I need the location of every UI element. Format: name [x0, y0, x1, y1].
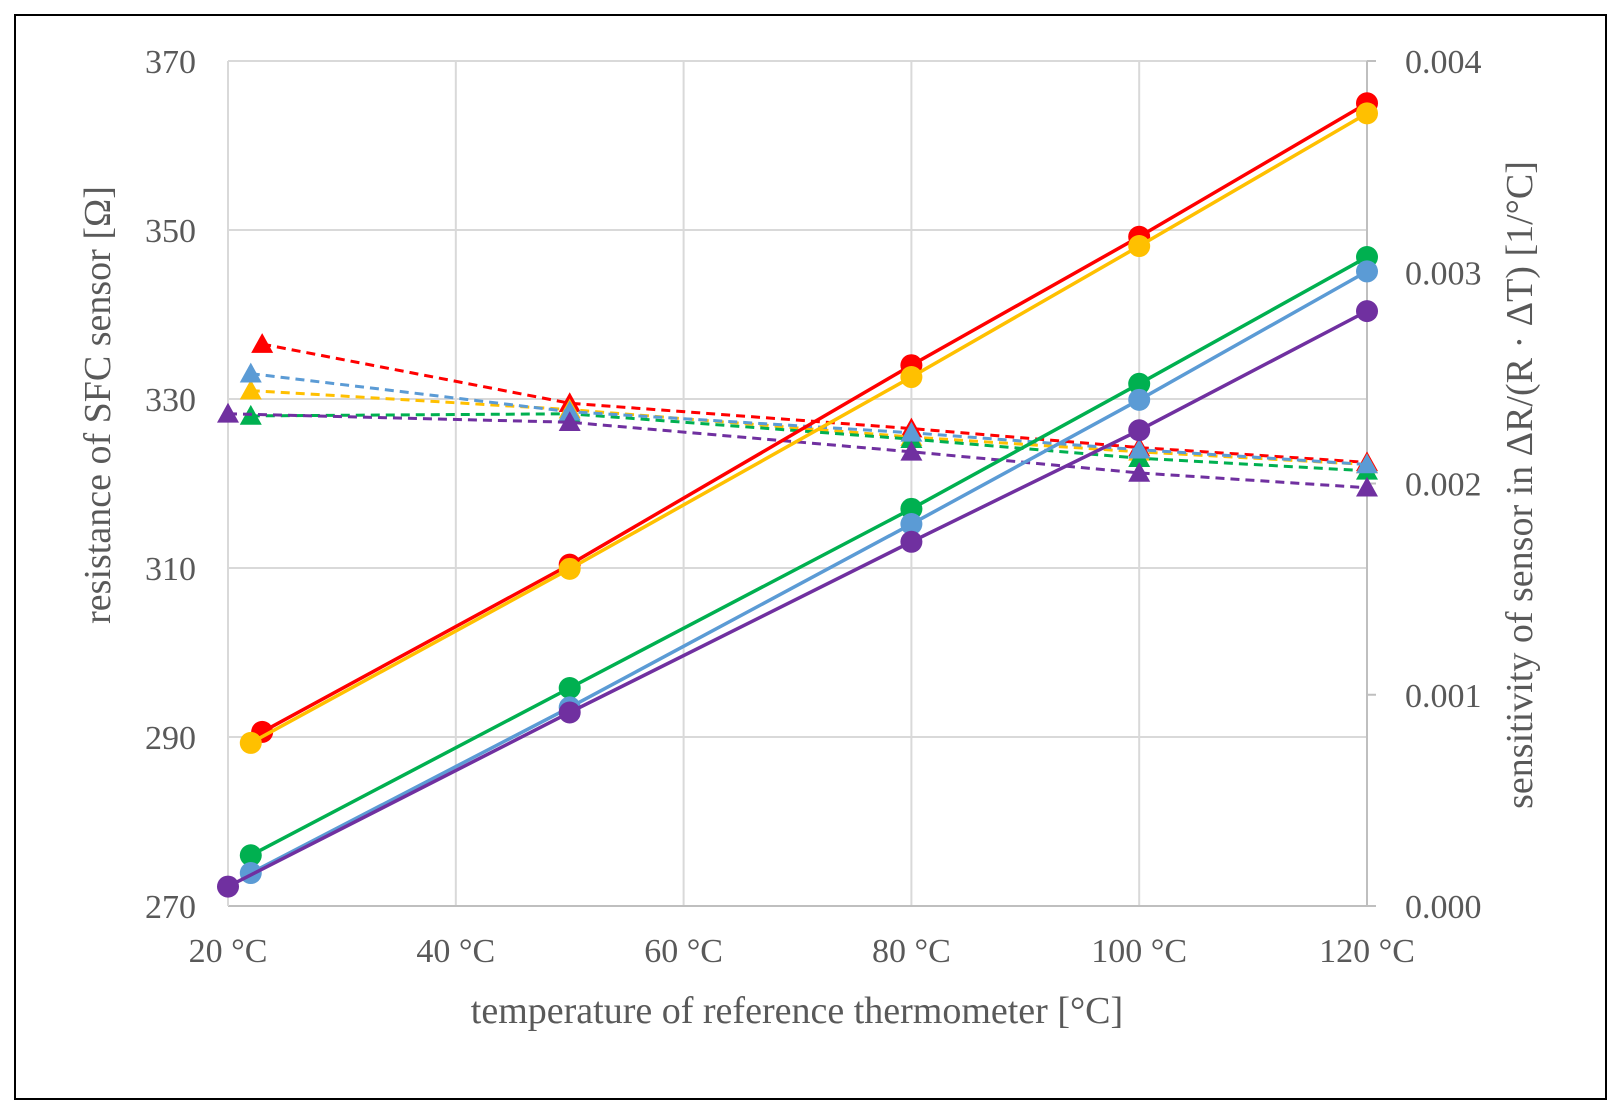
axes [227, 60, 1376, 907]
sensitivity-marker-blue [1356, 453, 1378, 474]
sensitivity-line-blue [250, 372, 1368, 466]
resistance-marker-purple [1356, 300, 1378, 323]
sensitivity-marker-blue [1128, 438, 1151, 459]
sensitivity-marker-purple [900, 440, 923, 461]
resistance-marker-purple [217, 875, 239, 898]
x-axis-title: temperature of reference thermometer [°C… [471, 990, 1123, 1032]
y2-tick-label: 0.003 [1405, 255, 1482, 292]
sensitivity-line-green [250, 412, 1368, 473]
resistance-marker-blue [900, 513, 923, 536]
resistance-marker-green [239, 844, 262, 867]
sensitivity-marker-blue [900, 421, 923, 442]
sensitivity-marker-purple [217, 402, 239, 423]
sensitivity-marker-purple [1356, 476, 1378, 497]
resistance-marker-yellow [1356, 102, 1378, 125]
resistance-marker-yellow [558, 557, 581, 580]
y2-tick-label: 0.001 [1405, 678, 1482, 715]
chart-frame [14, 14, 1607, 1100]
resistance-marker-yellow [900, 366, 923, 389]
resistance-marker-green [900, 497, 923, 520]
resistance-marker-purple [1128, 419, 1151, 442]
x-tick-label: 20 °C [189, 933, 268, 970]
x-tick-label: 100 °C [1091, 933, 1187, 970]
y2-tick-label: 0.004 [1405, 44, 1482, 81]
x-tick-label: 60 °C [644, 933, 723, 970]
x-tick-label: 40 °C [416, 933, 495, 970]
y-tick-label: 330 [145, 382, 196, 419]
sensitivity-marker-red [251, 333, 274, 353]
resistance-marker-purple [900, 530, 923, 553]
sensitivity-line-red [261, 342, 1368, 464]
resistance-marker-green [558, 676, 581, 699]
y2-tick-label: 0.002 [1405, 467, 1482, 504]
resistance-line-purple [227, 309, 1368, 889]
resistance-marker-yellow [1128, 235, 1151, 258]
sensitivity-marker-yellow [239, 379, 262, 400]
resistance-marker-blue [1356, 260, 1378, 283]
resistance-marker-purple [558, 701, 581, 724]
resistance-marker-green [1128, 372, 1151, 395]
y2-axis-title: sensitivity of sensor in ΔR/(R · ΔT) [1/… [1499, 161, 1541, 809]
sensitivity-marker-blue [558, 400, 581, 421]
sensitivity-line-purple [227, 412, 1368, 490]
resistance-marker-yellow [239, 731, 262, 754]
y-tick-label: 290 [145, 720, 196, 757]
x-tick-label: 80 °C [872, 933, 951, 970]
resistance-series [217, 92, 1378, 898]
y-tick-label: 270 [145, 889, 196, 926]
sensitivity-series [217, 333, 1378, 497]
resistance-marker-blue [1128, 388, 1151, 411]
y-axis-title: resistance of SFC sensor [Ω] [77, 186, 119, 624]
tick-labels: 20 °C 40 °C 60 °C 80 °C 100 °C 120 °C 270 290 31… [145, 44, 1482, 970]
y-tick-label: 370 [145, 44, 196, 81]
x-tick-label: 120 °C [1319, 933, 1415, 970]
sensitivity-marker-purple [558, 411, 581, 432]
sensitivity-marker-blue [239, 362, 262, 383]
resistance-line-green [249, 255, 1368, 857]
resistance-line-blue [249, 269, 1368, 875]
y2-tick-label: 0.000 [1405, 889, 1482, 926]
y-tick-label: 310 [145, 551, 196, 588]
sensitivity-marker-purple [1128, 461, 1151, 482]
y-tick-label: 350 [145, 213, 196, 250]
